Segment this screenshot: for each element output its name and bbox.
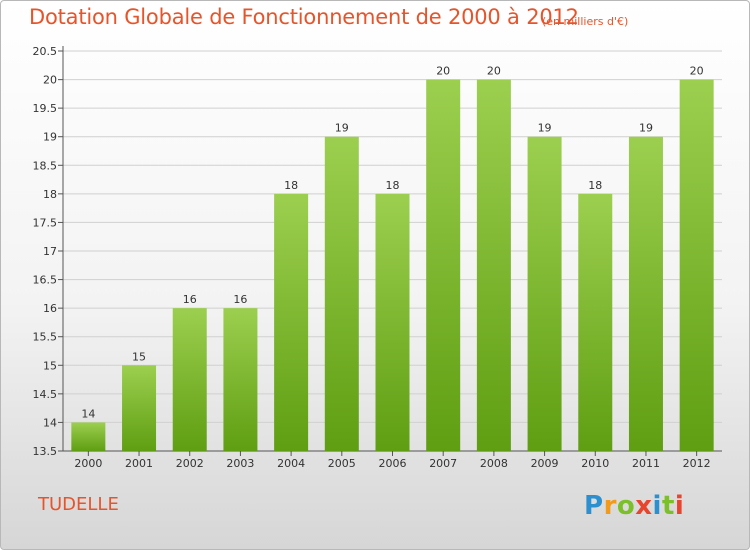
y-tick-label: 13.5 xyxy=(33,445,58,458)
bar-value-label: 19 xyxy=(639,122,653,135)
y-tick-label: 16 xyxy=(43,302,57,315)
y-tick-label: 15 xyxy=(43,359,57,372)
x-tick-label: 2004 xyxy=(277,457,305,470)
brand-letter: P xyxy=(584,491,604,521)
bar-value-label: 15 xyxy=(132,350,146,363)
y-tick-label: 14 xyxy=(43,416,57,429)
x-axis-ticks: 2000 2001 2002 2003 2004 2005 2006 2007 2008 2009… xyxy=(74,451,711,470)
x-tick-label: 2008 xyxy=(480,457,508,470)
bars: 14 15 16 16 18 19 18 20 20 19 18 19 20 xyxy=(71,65,714,452)
y-tick-label: 18.5 xyxy=(33,159,58,172)
bar-value-label: 18 xyxy=(588,179,602,192)
x-tick-label: 2011 xyxy=(632,457,660,470)
x-tick-label: 2000 xyxy=(74,457,102,470)
y-tick-label: 17 xyxy=(43,245,57,258)
brand-letter: r xyxy=(603,491,617,521)
brand-letter: o xyxy=(616,491,636,521)
bar xyxy=(324,136,359,451)
y-tick-label: 14.5 xyxy=(33,388,58,401)
bar-value-label: 19 xyxy=(335,122,349,135)
bar-value-label: 20 xyxy=(690,65,704,78)
bar xyxy=(578,193,613,451)
bar xyxy=(71,422,106,451)
bar xyxy=(426,79,461,452)
y-tick-label: 19.5 xyxy=(33,102,58,115)
y-axis-ticks: 13.5 14 14.5 15 15.5 16 16.5 17 17.5 18 18.5 19 19.5… xyxy=(33,45,63,458)
bar-value-label: 20 xyxy=(436,65,450,78)
bar-value-label: 16 xyxy=(183,293,197,306)
y-tick-label: 20.5 xyxy=(33,45,58,58)
commune-name: TUDELLE xyxy=(38,494,119,515)
bar-value-label: 14 xyxy=(81,407,95,420)
chart-unit: (en milliers d'€) xyxy=(542,15,629,28)
y-tick-label: 18 xyxy=(43,188,57,201)
y-tick-label: 20 xyxy=(43,74,57,87)
y-tick-label: 15.5 xyxy=(33,331,58,344)
y-tick-label: 17.5 xyxy=(33,216,58,229)
bar-value-label: 16 xyxy=(233,293,247,306)
x-tick-label: 2005 xyxy=(328,457,356,470)
bar-value-label: 18 xyxy=(284,179,298,192)
x-tick-label: 2006 xyxy=(379,457,407,470)
bar xyxy=(476,79,511,452)
brand-letter: t xyxy=(661,491,675,521)
brand-letter: x xyxy=(635,491,653,521)
bar xyxy=(172,308,207,451)
bar xyxy=(223,308,258,451)
brand-letter: i xyxy=(652,491,662,521)
bar xyxy=(274,193,309,451)
x-tick-label: 2001 xyxy=(125,457,153,470)
bar xyxy=(122,365,157,451)
bar-value-label: 18 xyxy=(386,179,400,192)
chart-title: Dotation Globale de Fonctionnement de 20… xyxy=(29,5,579,29)
x-tick-label: 2009 xyxy=(531,457,559,470)
bar xyxy=(375,193,410,451)
x-tick-label: 2007 xyxy=(429,457,457,470)
bar xyxy=(527,136,562,451)
x-tick-label: 2010 xyxy=(581,457,609,470)
x-tick-label: 2002 xyxy=(176,457,204,470)
brand-letter: i xyxy=(674,491,685,521)
bar xyxy=(628,136,663,451)
bar xyxy=(679,79,714,452)
x-tick-label: 2012 xyxy=(683,457,711,470)
bar-value-label: 19 xyxy=(538,122,552,135)
x-tick-label: 2003 xyxy=(226,457,254,470)
brand-logo: Proxiti xyxy=(584,491,684,521)
y-tick-label: 16.5 xyxy=(33,274,58,287)
bar-value-label: 20 xyxy=(487,65,501,78)
y-tick-label: 19 xyxy=(43,131,57,144)
